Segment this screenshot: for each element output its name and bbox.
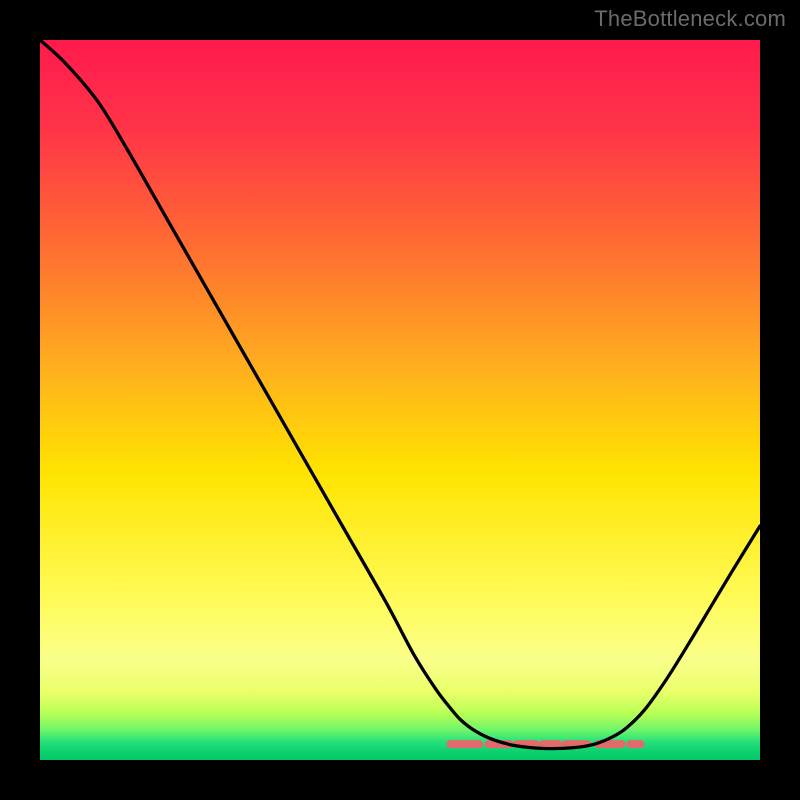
watermark-text: TheBottleneck.com [594, 6, 786, 32]
curve-layer [40, 40, 760, 760]
bottleneck-curve [40, 40, 760, 749]
plot-frame [40, 40, 760, 760]
